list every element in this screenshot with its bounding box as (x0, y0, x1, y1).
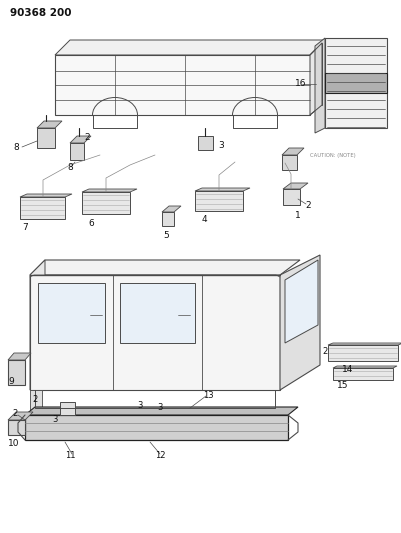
Polygon shape (30, 260, 300, 275)
Polygon shape (285, 260, 318, 343)
Polygon shape (37, 121, 62, 128)
Polygon shape (8, 353, 31, 360)
Polygon shape (282, 155, 297, 170)
Polygon shape (195, 191, 243, 211)
Text: 10: 10 (8, 440, 20, 448)
Polygon shape (25, 415, 288, 440)
Polygon shape (198, 136, 213, 150)
Polygon shape (328, 343, 401, 345)
Polygon shape (282, 148, 304, 155)
Text: 2: 2 (322, 348, 328, 357)
Text: 15: 15 (337, 382, 349, 391)
Polygon shape (30, 390, 42, 415)
Text: 4: 4 (202, 215, 208, 224)
Text: 8: 8 (67, 164, 73, 173)
Polygon shape (70, 136, 91, 143)
Text: 16: 16 (295, 78, 306, 87)
Text: 2: 2 (32, 395, 38, 405)
Text: 12: 12 (155, 450, 165, 459)
Text: 8: 8 (13, 143, 19, 152)
Polygon shape (162, 206, 181, 212)
Polygon shape (325, 38, 387, 128)
Polygon shape (20, 194, 72, 197)
Polygon shape (8, 360, 25, 385)
Polygon shape (280, 255, 320, 390)
Text: 9: 9 (8, 377, 14, 386)
Text: 14: 14 (342, 366, 354, 375)
Polygon shape (82, 189, 137, 192)
Text: 3: 3 (157, 403, 163, 413)
Polygon shape (30, 260, 45, 390)
Polygon shape (55, 55, 310, 115)
Polygon shape (315, 38, 325, 133)
Text: 5: 5 (163, 230, 169, 239)
Text: 11: 11 (65, 450, 75, 459)
Text: 7: 7 (22, 223, 28, 232)
Polygon shape (283, 189, 300, 205)
Polygon shape (8, 420, 25, 435)
Text: 3: 3 (218, 141, 224, 149)
Polygon shape (55, 40, 325, 55)
Polygon shape (70, 143, 84, 160)
Text: CAUTION: (NOTE): CAUTION: (NOTE) (310, 152, 356, 157)
Polygon shape (20, 197, 65, 219)
Polygon shape (310, 43, 322, 115)
Polygon shape (60, 402, 75, 415)
Text: 2: 2 (84, 133, 90, 141)
Polygon shape (82, 192, 130, 214)
Polygon shape (37, 128, 55, 148)
Text: 6: 6 (88, 219, 94, 228)
Text: 2: 2 (12, 408, 18, 417)
Text: 3: 3 (137, 400, 143, 409)
Text: 13: 13 (203, 391, 213, 400)
Polygon shape (8, 412, 33, 420)
Polygon shape (333, 368, 393, 380)
Polygon shape (38, 283, 105, 343)
Text: 90368 200: 90368 200 (10, 8, 71, 18)
Polygon shape (195, 188, 250, 191)
Polygon shape (328, 345, 398, 361)
Text: 2: 2 (305, 200, 311, 209)
Polygon shape (120, 283, 195, 343)
Polygon shape (283, 183, 308, 189)
Polygon shape (162, 212, 174, 226)
Text: 3: 3 (52, 416, 58, 424)
Polygon shape (333, 366, 397, 368)
Text: 1: 1 (295, 211, 301, 220)
Polygon shape (325, 73, 387, 93)
Polygon shape (25, 407, 298, 415)
Polygon shape (30, 275, 280, 390)
